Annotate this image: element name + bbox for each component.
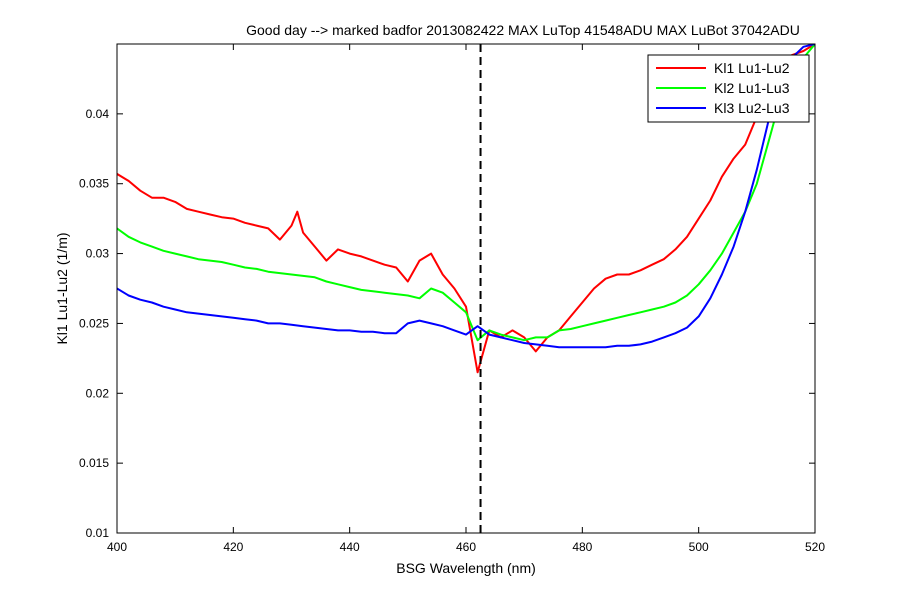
series-line-1 xyxy=(117,44,815,374)
y-tick-label: 0.015 xyxy=(79,456,109,470)
x-axis: 400 420 440 460 480 500 520 xyxy=(107,44,825,554)
x-tick-label: 500 xyxy=(689,540,709,554)
y-tick-label: 0.01 xyxy=(86,526,110,540)
y-axis-label: Kl1 Lu1-Lu2 (1/m) xyxy=(54,232,70,344)
y-tick-label: 0.035 xyxy=(79,177,109,191)
plot-area xyxy=(117,44,815,533)
x-tick-label: 520 xyxy=(805,540,825,554)
x-tick-label: 440 xyxy=(340,540,360,554)
series-line-2 xyxy=(117,44,815,342)
y-tick-label: 0.025 xyxy=(79,316,109,330)
legend-entry-1: Kl1 Lu1-Lu2 xyxy=(714,60,790,76)
x-axis-label: BSG Wavelength (nm) xyxy=(396,560,536,576)
chart-title: Good day --> marked badfor 2013082422 MA… xyxy=(246,22,800,38)
y-tick-label: 0.03 xyxy=(86,247,110,261)
y-tick-label: 0.04 xyxy=(86,107,110,121)
x-tick-label: 480 xyxy=(572,540,592,554)
y-axis: 0.01 0.015 0.02 0.025 0.03 0.035 0.04 xyxy=(79,107,815,540)
x-tick-label: 400 xyxy=(107,540,127,554)
y-tick-label: 0.02 xyxy=(86,386,110,400)
legend-entry-2: Kl2 Lu1-Lu3 xyxy=(714,80,790,96)
series-line-3 xyxy=(117,44,815,349)
legend: Kl1 Lu1-Lu2 Kl2 Lu1-Lu3 Kl3 Lu2-Lu3 xyxy=(647,54,810,123)
legend-entry-3: Kl3 Lu2-Lu3 xyxy=(714,100,790,116)
x-tick-label: 460 xyxy=(456,540,476,554)
series-layer xyxy=(117,44,815,374)
x-tick-label: 420 xyxy=(223,540,243,554)
